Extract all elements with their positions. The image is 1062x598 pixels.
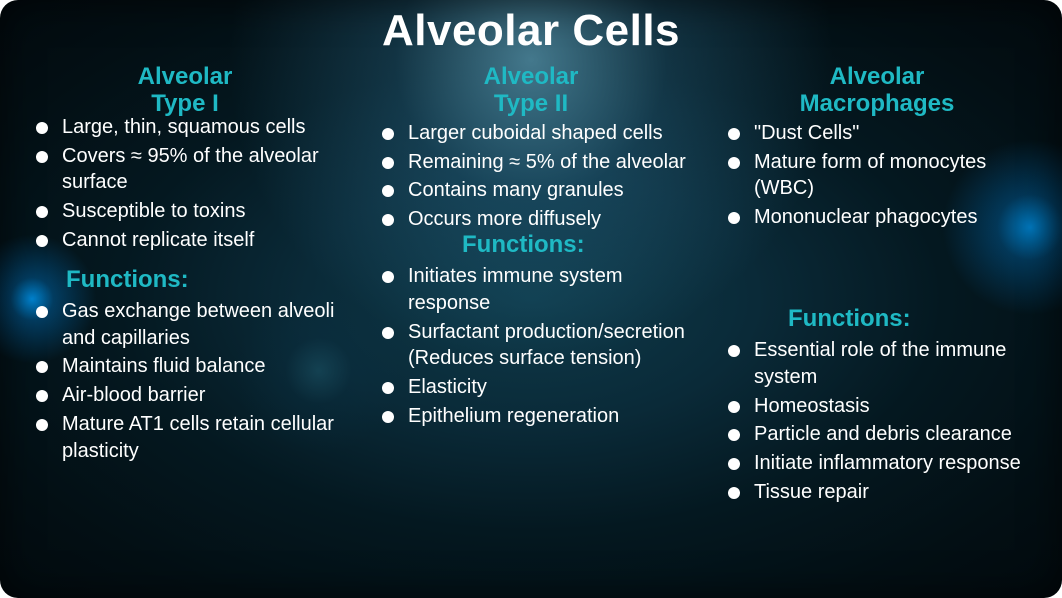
slide: Alveolar Cells Alveolar Type I Large, th… — [0, 0, 1062, 598]
list-item: Mature AT1 cells retain cellular plastic… — [26, 411, 344, 465]
list-item: Initiates immune system response — [372, 263, 690, 317]
list-item: Susceptible to toxins — [26, 198, 344, 225]
cell-heading-line1: Alveolar — [138, 63, 233, 90]
functions-heading-type1: Functions: — [66, 266, 344, 294]
list-item: Homeostasis — [718, 393, 1036, 420]
column-macrophages: Alveolar Macrophages "Dust Cells" Mature… — [718, 64, 1036, 508]
char-list-type1: Large, thin, squamous cells Covers ≈ 95%… — [26, 114, 344, 254]
page-title: Alveolar Cells — [0, 0, 1062, 56]
list-item: "Dust Cells" — [718, 120, 1036, 147]
list-item: Covers ≈ 95% of the alveolar surface — [26, 143, 344, 197]
char-list-type2: Larger cuboidal shaped cells Remaining ≈… — [372, 120, 690, 233]
list-item: Air-blood barrier — [26, 382, 344, 409]
cell-heading-type2: Alveolar Type II — [372, 64, 690, 118]
functions-heading-macrophages: Functions: — [788, 305, 1036, 333]
cell-heading-line2: Type II — [494, 90, 568, 117]
list-item: Contains many granules — [372, 177, 690, 204]
list-item: Cannot replicate itself — [26, 227, 344, 254]
list-item: Epithelium regeneration — [372, 403, 690, 430]
list-item: Occurs more diffusely — [372, 206, 690, 233]
cell-heading-line2: Macrophages — [800, 90, 955, 117]
list-item: Maintains fluid balance — [26, 353, 344, 380]
list-item: Initiate inflammatory response — [718, 450, 1036, 477]
columns-container: Alveolar Type I Large, thin, squamous ce… — [0, 56, 1062, 508]
list-item: Mature form of monocytes (WBC) — [718, 149, 1036, 203]
column-type-2: Alveolar Type II Larger cuboidal shaped … — [372, 64, 690, 508]
functions-heading-type2: Functions: — [462, 231, 690, 259]
column-type-1: Alveolar Type I Large, thin, squamous ce… — [26, 64, 344, 508]
list-item: Gas exchange between alveoli and capilla… — [26, 298, 344, 352]
list-item: Essential role of the immune system — [718, 337, 1036, 391]
func-list-type2: Initiates immune system response Surfact… — [372, 263, 690, 430]
list-item: Larger cuboidal shaped cells — [372, 120, 690, 147]
cell-heading-macrophages: Alveolar Macrophages — [718, 64, 1036, 118]
list-item: Surfactant production/secretion (Reduces… — [372, 319, 690, 373]
func-list-macrophages: Essential role of the immune system Home… — [718, 337, 1036, 506]
cell-heading-type1: Alveolar Type I — [26, 64, 344, 118]
cell-heading-line1: Alveolar — [830, 63, 925, 90]
func-list-type1: Gas exchange between alveoli and capilla… — [26, 298, 344, 465]
list-item: Elasticity — [372, 374, 690, 401]
list-item: Large, thin, squamous cells — [26, 114, 344, 141]
list-item: Particle and debris clearance — [718, 421, 1036, 448]
list-item: Remaining ≈ 5% of the alveolar — [372, 149, 690, 176]
cell-heading-line1: Alveolar — [484, 63, 579, 90]
char-list-macrophages: "Dust Cells" Mature form of monocytes (W… — [718, 120, 1036, 231]
list-item: Tissue repair — [718, 479, 1036, 506]
list-item: Mononuclear phagocytes — [718, 204, 1036, 231]
